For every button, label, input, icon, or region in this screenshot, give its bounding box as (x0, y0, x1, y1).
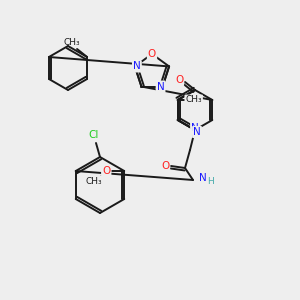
Text: H: H (208, 178, 214, 187)
Text: CH₃: CH₃ (185, 95, 202, 104)
Text: N: N (193, 127, 201, 137)
Text: CH₃: CH₃ (86, 176, 103, 185)
Text: O: O (102, 166, 110, 176)
Text: O: O (161, 161, 169, 171)
Text: N: N (157, 82, 164, 92)
Text: N: N (133, 61, 141, 71)
Text: Cl: Cl (89, 130, 99, 140)
Text: CH₃: CH₃ (64, 38, 80, 47)
Text: O: O (175, 75, 183, 85)
Text: N: N (191, 123, 199, 133)
Text: N: N (199, 173, 207, 183)
Text: O: O (148, 49, 156, 59)
